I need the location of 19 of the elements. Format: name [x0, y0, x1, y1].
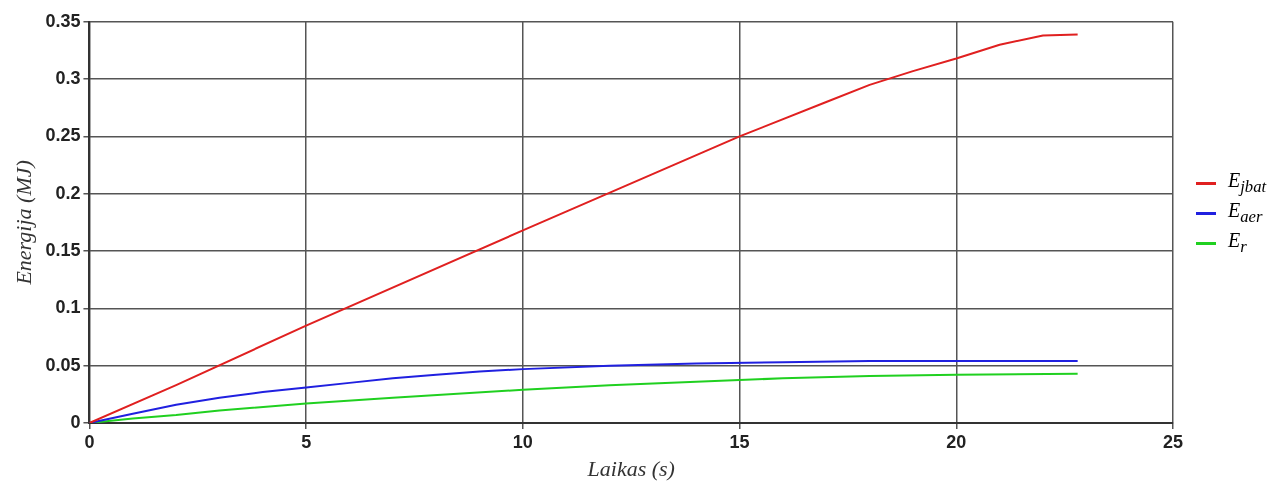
- legend-label: E$_{r}$: [1228, 229, 1247, 257]
- y-tick-label: 0: [70, 411, 81, 432]
- y-tick-label: 0.2: [55, 182, 81, 203]
- legend-label: E$_{aer}$: [1228, 199, 1263, 227]
- y-tick-label: 0.25: [45, 125, 81, 146]
- legend-label: E$_{jbat}$: [1228, 169, 1267, 197]
- x-tick-label: 0: [84, 431, 95, 452]
- x-tick-label: 25: [1162, 431, 1184, 452]
- y-tick-label: 0.35: [45, 10, 81, 31]
- x-tick-label: 10: [512, 431, 533, 452]
- y-tick-label: 0.05: [45, 354, 81, 375]
- y-tick-label: 0.15: [45, 240, 81, 261]
- y-tick-label: 0.3: [55, 68, 81, 89]
- x-tick-label: 15: [729, 431, 750, 452]
- x-tick-label: 5: [301, 431, 312, 452]
- x-axis-title: Laikas (s): [586, 455, 675, 481]
- y-axis-title: Energija (MJ): [10, 160, 36, 286]
- y-tick-label: 0.1: [55, 297, 81, 318]
- x-tick-label: 20: [946, 431, 967, 452]
